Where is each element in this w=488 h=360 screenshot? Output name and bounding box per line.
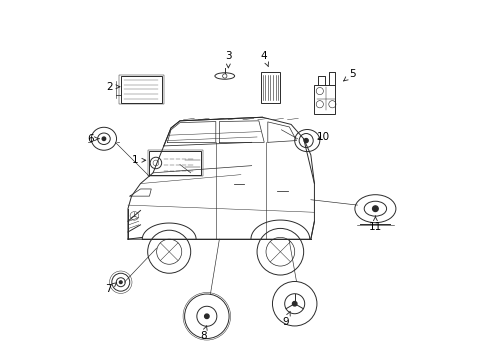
Bar	[149, 151, 201, 175]
Circle shape	[204, 314, 209, 319]
Circle shape	[102, 137, 105, 140]
Bar	[260, 72, 280, 103]
Text: 1: 1	[132, 155, 145, 165]
Bar	[121, 76, 162, 103]
Bar	[313, 85, 334, 114]
Text: 11: 11	[368, 216, 381, 231]
Text: 10: 10	[316, 132, 329, 142]
Text: 3: 3	[224, 51, 231, 68]
Circle shape	[119, 281, 122, 284]
Text: 6: 6	[87, 134, 99, 144]
Text: 7: 7	[105, 283, 117, 294]
Text: 2: 2	[106, 82, 120, 92]
Circle shape	[304, 139, 307, 143]
Bar	[147, 149, 203, 176]
Text: 4: 4	[261, 51, 268, 67]
Circle shape	[372, 206, 377, 211]
Text: 5: 5	[343, 69, 355, 81]
Circle shape	[292, 301, 296, 306]
Text: 8: 8	[200, 325, 207, 341]
Bar	[119, 75, 164, 104]
Text: 9: 9	[282, 311, 290, 327]
